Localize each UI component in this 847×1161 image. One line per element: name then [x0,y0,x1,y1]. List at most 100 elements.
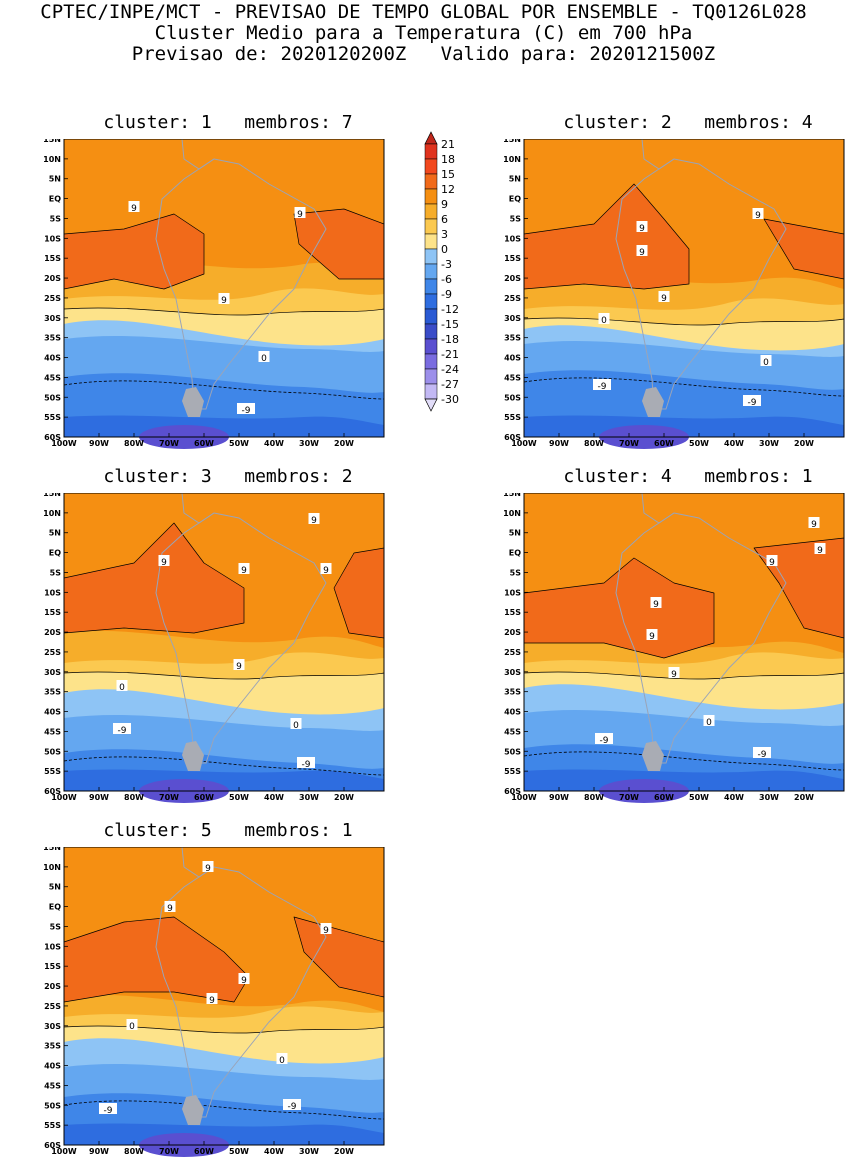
colorbar-box [424,323,438,340]
lat-tick-label: 55S [44,1121,61,1130]
map-chart: 9 9 9 9 0 0 -9 -9 15N 10N 5N EQ 5S 10S 15S 20S 25S 30S 35S… [503,135,845,449]
lon-tick-label: 80W [584,793,604,802]
lat-tick-label: 45S [504,373,521,382]
lat-tick-label: 35S [504,334,521,343]
lat-tick-label: 15S [504,254,521,263]
lat-tick-label: 40S [44,1062,61,1071]
contour-label-bg [113,723,131,734]
lat-tick-label: 5S [510,214,522,223]
colorbar-label: -30 [441,393,459,406]
continent-outline [615,158,787,410]
plot-frame [63,492,385,792]
contour-label-bg [593,379,611,390]
lon-tick-label: 90W [89,1147,109,1156]
panel-title: cluster: 2 membros: 4 [563,112,813,133]
colorbar-box [424,233,438,250]
lon-tick-label: 60W [654,439,674,448]
region-above-9 [293,916,385,998]
contour-label-text: -9 [598,382,607,392]
lat-tick-label: 5S [510,568,522,577]
colorbar-box [424,203,438,220]
contour-label: 9 [650,597,662,610]
contour-label-text: -9 [242,406,251,416]
lat-tick-label: EQ [509,549,521,558]
contour-label-bg [650,597,662,608]
lat-tick-label: 45S [504,727,521,736]
header-line-1: CPTEC/INPE/MCT - PREVISAO DE TEMPO GLOBA… [40,1,807,23]
contour-label-bg [760,355,772,366]
contour-label-bg [766,555,778,566]
contour-label: 0 [598,313,610,326]
contour-label-text: -9 [288,1102,297,1112]
lon-tick-label: 80W [124,439,144,448]
contour-label-text: 9 [817,546,823,556]
contour-label: -9 [593,379,611,392]
map-chart: 9 9 9 9 9 9 0 -9 -9 15N 10N 5N EQ 5S 10S 15S 20S 25S 30S 35… [503,489,845,803]
contour-label-bg [636,221,648,232]
contour-label: 9 [752,208,764,221]
contour-label-text: 9 [221,296,227,306]
contour-zero [63,671,385,680]
contour-label: 0 [276,1053,288,1066]
lat-tick-label: 30S [44,1022,61,1031]
contour-minus9 [523,751,845,771]
colorbar-label: -15 [441,318,459,331]
lon-tick-label: 60W [654,793,674,802]
lon-tick-label: 70W [159,793,179,802]
contour-label: -9 [99,1103,117,1116]
lat-tick-label: 40S [44,708,61,717]
colorbar-box [424,338,438,355]
contour-label: 9 [238,563,250,576]
lon-tick-label: 50W [689,439,709,448]
contour-label-text: -9 [748,398,757,408]
contour-label: -9 [753,747,771,760]
contour-label-text: 9 [755,211,761,221]
lat-tick-label: 40S [44,354,61,363]
lon-tick-label: 50W [229,439,249,448]
colorbar-label: -24 [441,363,459,376]
lon-tick-label: 100W [511,439,537,448]
lat-tick-label: 50S [44,747,61,756]
contour-label-bg [703,715,715,726]
lat-tick-label: 15S [44,254,61,263]
map-chart: 9 9 9 0 -9 15N 10N 5N EQ 5S 10S 15S 20S 25S 30S 35S 40S 4… [43,135,385,449]
contour-label-bg [753,747,771,758]
lat-tick-label: 25S [504,648,521,657]
map-panel-cluster-5: cluster: 5 membros: 1 9 9 9 9 9 0 0 -9 -9 15N 10N 5… [26,820,406,1161]
contour-label: 9 [294,207,306,220]
contour-label-text: 9 [167,904,173,914]
contour-label: 9 [128,201,140,214]
lat-tick-label: 5N [49,529,61,538]
contour-label-text: 9 [241,566,247,576]
lat-tick-label: 15S [44,962,61,971]
map-chart: 9 9 9 9 9 0 0 -9 -9 15N 10N 5N EQ 5S 10S 15S 20S 25S 30S 35… [43,843,385,1157]
lon-tick-label: 80W [584,439,604,448]
contour-zero [523,317,845,326]
plot-frame [63,846,385,1146]
colorbar-label: -3 [441,258,452,271]
contour-label-text: 9 [236,662,242,672]
colorbar-box [424,188,438,205]
lon-tick-label: 30W [759,793,779,802]
contour-label-bg [116,680,128,691]
lat-tick-label: 10N [43,509,61,518]
colorbar-label: 21 [441,138,455,151]
lon-tick-label: 30W [759,439,779,448]
lat-tick-label: 10N [43,863,61,872]
contour-zero [63,307,385,316]
lon-tick-label: 40W [264,793,284,802]
contour-label-bg [646,629,658,640]
lon-tick-label: 90W [89,793,109,802]
lon-tick-label: 30W [299,439,319,448]
lat-tick-label: 60S [44,1141,61,1150]
colorbar-box [424,143,438,160]
contour-label: 9 [636,221,648,234]
plot-frame [63,138,385,438]
contour-label-bg [238,563,250,574]
lat-tick-label: 15N [43,139,61,144]
contour-label: 9 [320,563,332,576]
lat-tick-label: 45S [44,373,61,382]
lat-tick-label: 35S [44,1042,61,1051]
lon-tick-label: 70W [159,439,179,448]
contour-label-text: -9 [600,736,609,746]
